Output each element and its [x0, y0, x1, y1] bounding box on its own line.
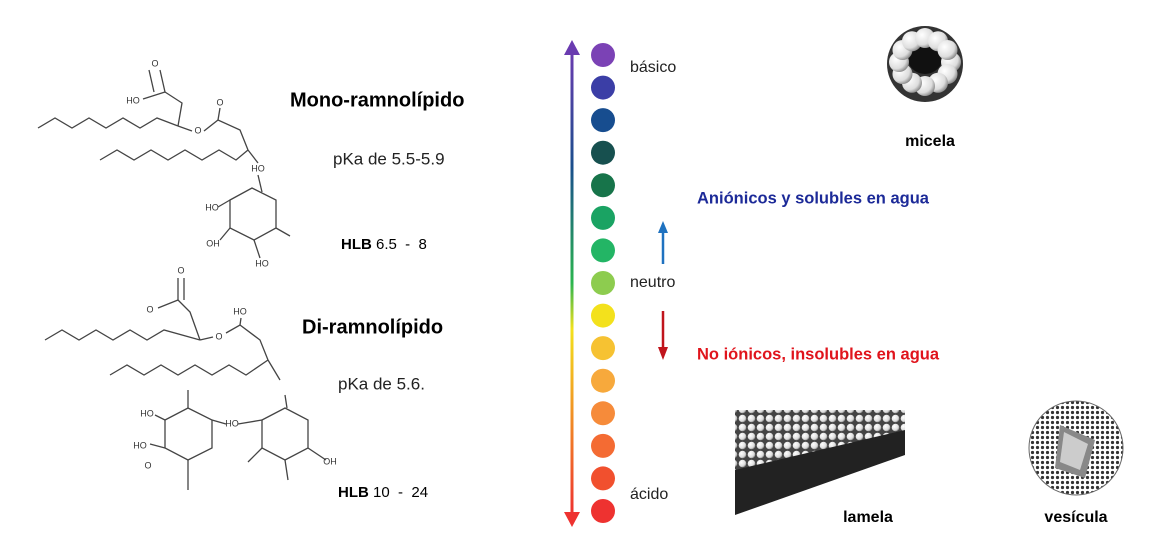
- mono-structure: [37, 69, 291, 259]
- ph-dot: [591, 336, 615, 361]
- hlb: HLB 10 - 24: [338, 484, 428, 501]
- ph-label: neutro: [630, 274, 675, 291]
- ph-dot: [591, 433, 615, 458]
- ph-dots: [591, 43, 615, 523]
- ph-dot: [591, 205, 615, 230]
- micelle-image: [887, 26, 963, 102]
- arrow-head: [658, 221, 668, 233]
- hlb-label: HLB: [341, 236, 372, 253]
- structure-label: vesícula: [1044, 509, 1107, 526]
- ph-dot: [591, 401, 615, 426]
- atom-label: O: [194, 125, 201, 135]
- ph-dot: [591, 271, 615, 295]
- di-structure: [44, 278, 327, 490]
- ph-dot: [591, 75, 615, 100]
- arrow-head: [564, 512, 580, 527]
- ph-dot: [591, 499, 615, 523]
- ph-dot: [591, 466, 615, 491]
- hlb-value: 10 - 24: [373, 484, 428, 501]
- atom-label: HO: [126, 95, 140, 105]
- annotation: No iónicos, insolubles en agua: [697, 345, 940, 363]
- ph-dot: [591, 368, 615, 393]
- hlb-label: HLB: [338, 484, 369, 501]
- atom-labels: HO O O O HO HO OH HO O O O HO HO HO O HO OH: [126, 58, 337, 470]
- arrow-head: [658, 347, 668, 360]
- atom-label: OH: [206, 238, 220, 248]
- ph-label: ácido: [630, 486, 668, 503]
- atom-label: OH: [323, 456, 337, 466]
- ph-dot: [591, 43, 615, 67]
- pka: pKa de 5.6.: [338, 374, 425, 393]
- pka: pKa de 5.5-5.9: [333, 149, 445, 168]
- atom-label: HO: [133, 440, 147, 450]
- micelle-head: [937, 40, 958, 60]
- ph-dot: [591, 303, 615, 328]
- ph-dot: [591, 173, 615, 198]
- atom-label: O: [177, 265, 184, 275]
- molecule-name: Mono-ramnolípido: [290, 89, 464, 111]
- molecule-name: Di-ramnolípido: [302, 316, 443, 338]
- atom-label: HO: [255, 258, 269, 268]
- atom-label: HO: [140, 408, 154, 418]
- hlb: HLB 6.5 - 8: [341, 236, 427, 253]
- atom-label: HO: [233, 306, 247, 316]
- atom-label: HO: [205, 202, 219, 212]
- annotation: Aniónicos y solubles en agua: [697, 189, 930, 207]
- atom-label: O: [146, 304, 153, 314]
- atom-label: HO: [225, 418, 239, 428]
- structure-label: micela: [905, 133, 955, 150]
- ph-dot: [591, 108, 615, 133]
- atom-label: O: [151, 58, 158, 68]
- hlb-value: 6.5 - 8: [376, 236, 427, 253]
- ph-arrow: [570, 52, 574, 514]
- arrow-head: [564, 40, 580, 55]
- structure-label: lamela: [843, 509, 893, 526]
- lamella-image: [735, 410, 905, 515]
- atom-label: HO: [251, 163, 265, 173]
- ph-dot: [591, 140, 615, 165]
- atom-label: O: [215, 331, 222, 341]
- atom-label: O: [216, 97, 223, 107]
- ph-dot: [591, 238, 615, 263]
- ph-label: básico: [630, 59, 676, 76]
- atom-label: O: [144, 460, 151, 470]
- vesicle-image: [1028, 400, 1124, 496]
